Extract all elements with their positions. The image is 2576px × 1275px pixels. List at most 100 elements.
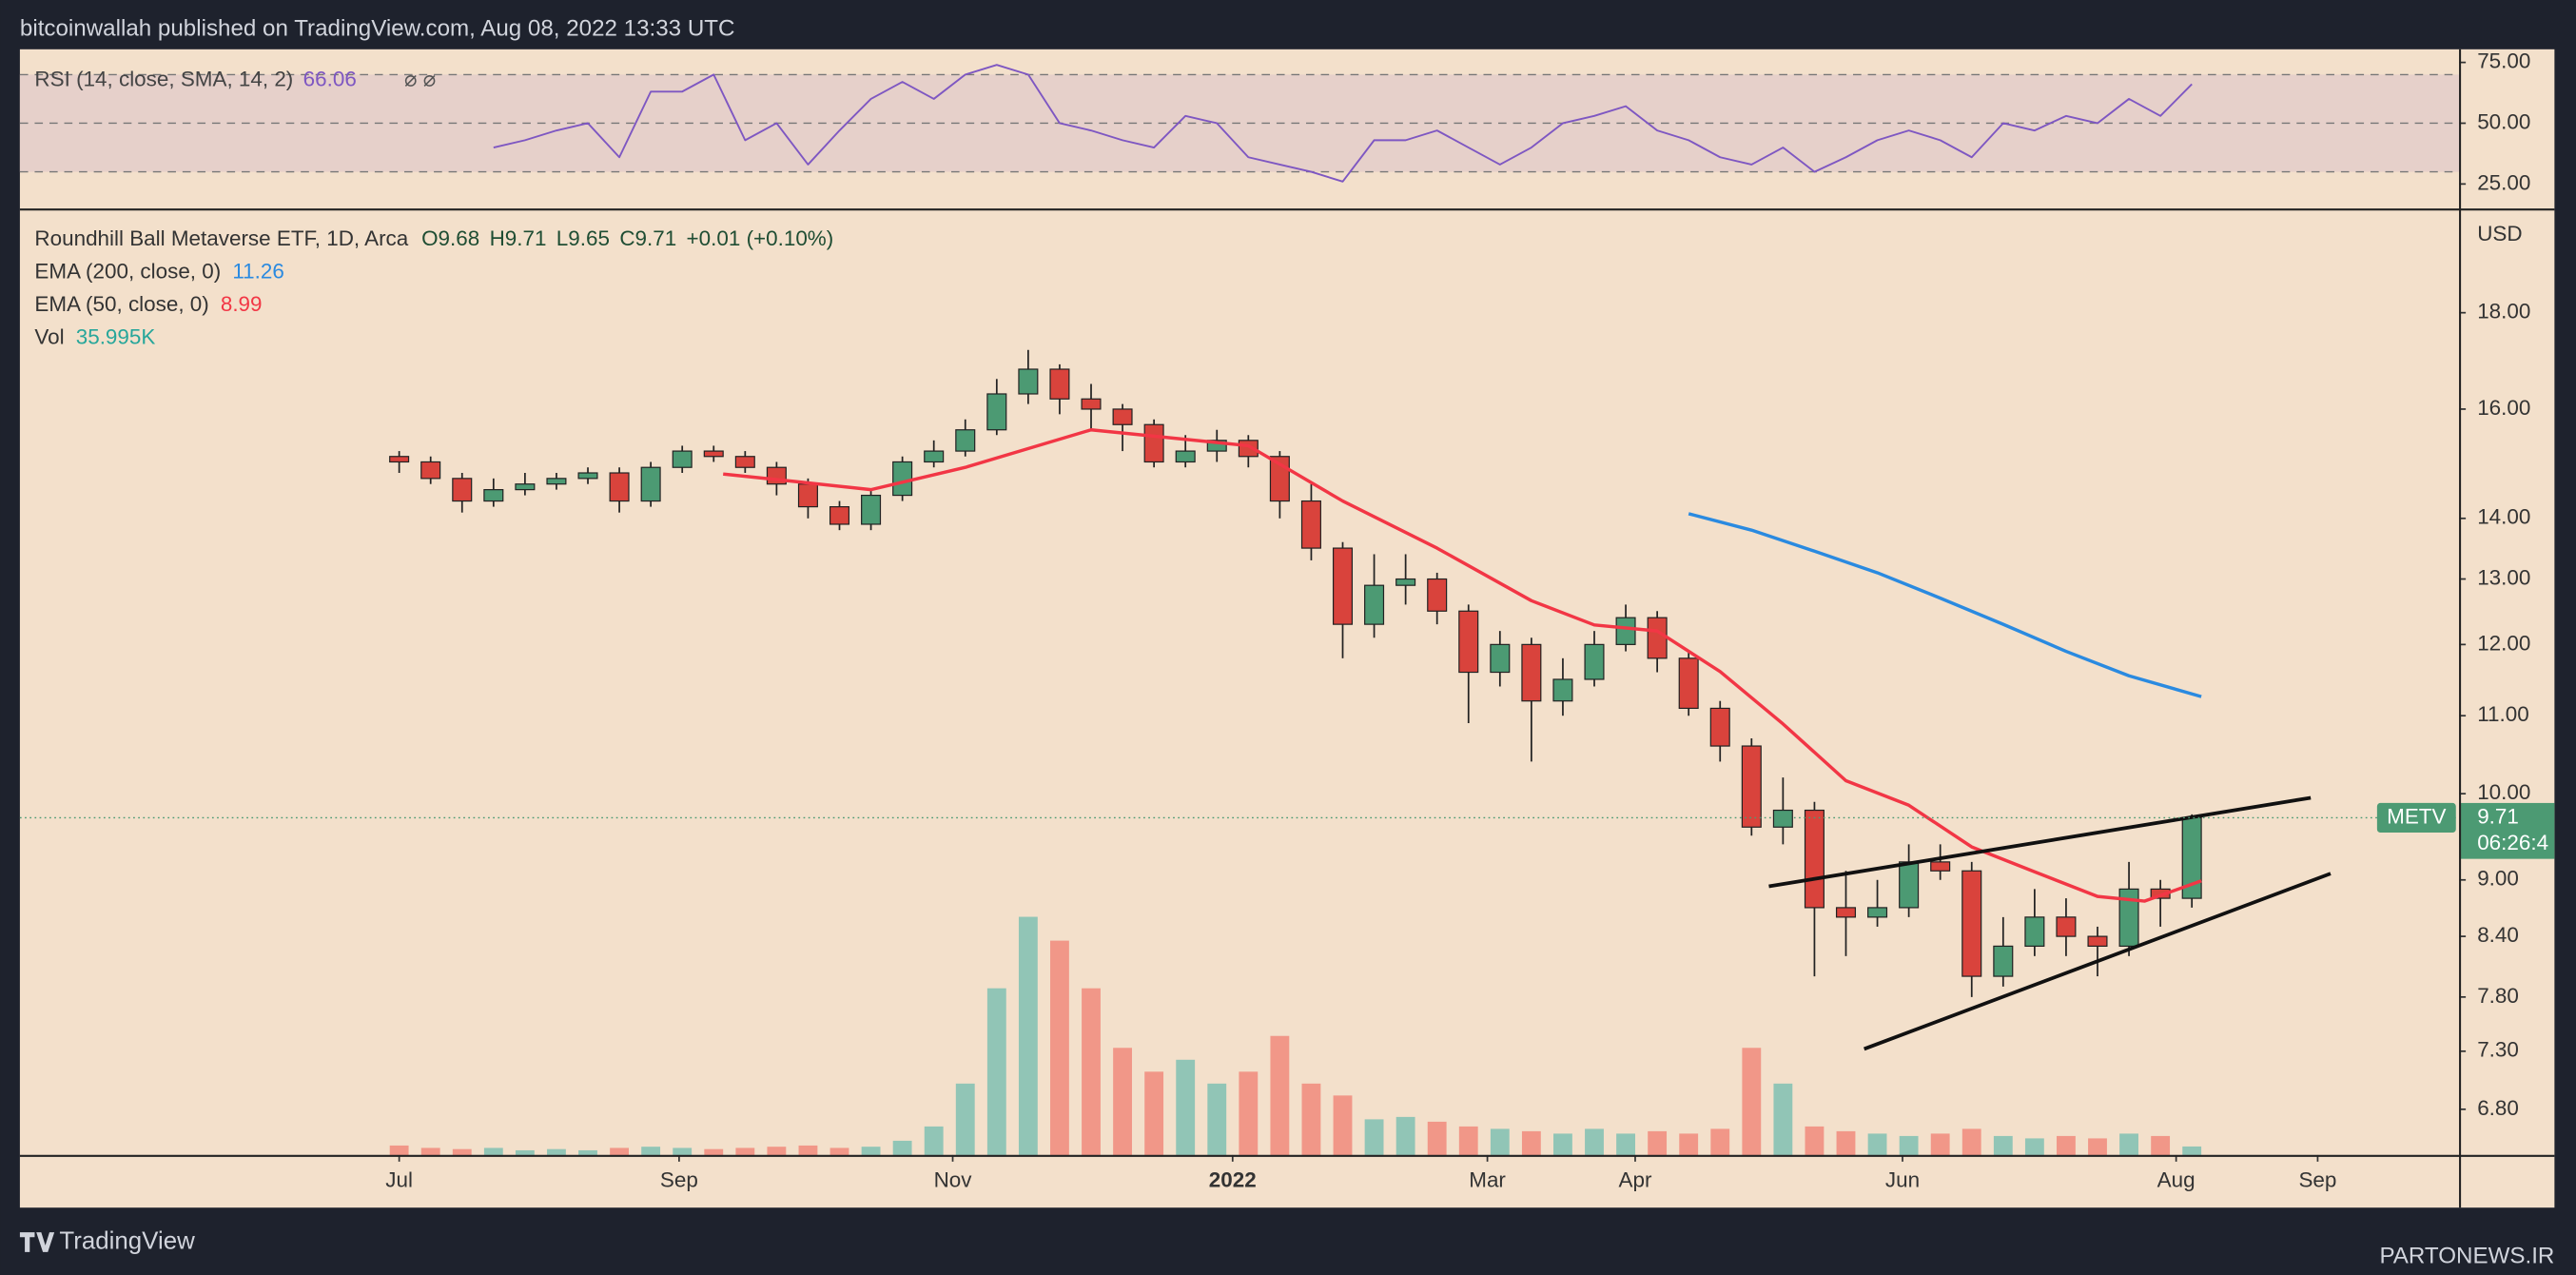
rsi-value: 66.06 bbox=[303, 68, 357, 91]
volume-bar bbox=[1239, 1071, 1259, 1155]
candle-body bbox=[1490, 643, 1511, 674]
candle-body bbox=[389, 456, 410, 463]
x-tick-label: Aug bbox=[2157, 1167, 2195, 1191]
volume-bar bbox=[641, 1147, 661, 1155]
volume-bar bbox=[1585, 1128, 1604, 1155]
volume-bar bbox=[1993, 1135, 2013, 1155]
volume-bar bbox=[1490, 1128, 1510, 1155]
y-tick-label: 7.30 bbox=[2477, 1038, 2519, 1062]
rsi-line bbox=[493, 64, 2193, 183]
legend-ema: EMA (50, close, 0) bbox=[34, 292, 208, 316]
candle-body bbox=[1175, 450, 1196, 463]
price-tag bbox=[2459, 802, 2555, 859]
volume-bar bbox=[1050, 940, 1069, 1155]
candle-body bbox=[1899, 861, 1920, 909]
candle-body bbox=[1427, 578, 1448, 612]
candle-body bbox=[1018, 368, 1039, 395]
legend-ema: EMA (200, close, 0) bbox=[34, 260, 221, 284]
volume-bar bbox=[2057, 1135, 2076, 1155]
y-tick-label: 25.00 bbox=[2477, 170, 2530, 194]
candle-body bbox=[1647, 617, 1668, 659]
candle-body bbox=[483, 489, 504, 502]
volume-bar bbox=[1899, 1135, 1919, 1155]
candle-body bbox=[1772, 809, 1793, 828]
y-tick-label: 6.80 bbox=[2477, 1096, 2519, 1120]
candle-body bbox=[1081, 398, 1102, 410]
volume-bar bbox=[1333, 1095, 1353, 1155]
x-tick-label: Sep bbox=[2298, 1167, 2336, 1191]
volume-bar bbox=[1301, 1083, 1321, 1155]
candle-body bbox=[1867, 907, 1888, 918]
legend-vol-value: 35.995K bbox=[76, 325, 156, 349]
candle-body bbox=[1835, 907, 1857, 918]
volume-bar bbox=[673, 1148, 693, 1155]
y-tick-label: 14.00 bbox=[2477, 505, 2530, 529]
candle-body bbox=[986, 393, 1007, 431]
volume-bar bbox=[1427, 1121, 1447, 1155]
candle-body bbox=[1615, 617, 1636, 645]
candle-body bbox=[1206, 440, 1227, 452]
trendline bbox=[1768, 795, 2312, 889]
x-tick-label: Nov bbox=[934, 1167, 973, 1191]
candle-body bbox=[672, 450, 693, 468]
y-tick-label: 10.00 bbox=[2477, 780, 2530, 804]
volume-bar bbox=[1018, 916, 1038, 1155]
candle-body bbox=[1552, 678, 1573, 702]
axis-unit: USD bbox=[2477, 222, 2522, 245]
volume-bar bbox=[704, 1148, 724, 1155]
volume-bar bbox=[2182, 1146, 2202, 1155]
x-tick-label: Apr bbox=[1619, 1167, 1652, 1191]
candle-body bbox=[2118, 888, 2139, 948]
rsi-title: RSI (14, close, SMA, 14, 2) bbox=[34, 68, 293, 91]
candle-body bbox=[546, 478, 567, 485]
candle-body bbox=[1049, 368, 1070, 400]
volume-bar bbox=[2088, 1138, 2107, 1155]
candle-body bbox=[703, 450, 724, 458]
candle-body bbox=[1709, 707, 1730, 747]
volume-bar bbox=[1521, 1130, 1541, 1155]
volume-bar bbox=[955, 1083, 975, 1155]
volume-bar bbox=[483, 1148, 503, 1155]
volume-bar bbox=[452, 1148, 472, 1155]
volume-bar bbox=[986, 988, 1006, 1155]
volume-bar bbox=[515, 1149, 535, 1155]
candle-body bbox=[2024, 916, 2045, 948]
y-tick-label: 75.00 bbox=[2477, 49, 2530, 73]
volume-bar bbox=[1207, 1083, 1227, 1155]
candle-body bbox=[924, 450, 945, 463]
ema-line bbox=[1688, 512, 2202, 698]
volume-bar bbox=[1553, 1133, 1572, 1155]
volume-bar bbox=[1773, 1083, 1793, 1155]
volume-bar bbox=[892, 1140, 912, 1155]
candle-body bbox=[515, 483, 536, 491]
candle-body bbox=[1961, 870, 1982, 977]
symbol-tag bbox=[2376, 802, 2456, 834]
volume-bar bbox=[547, 1148, 566, 1155]
volume-bar bbox=[767, 1147, 787, 1155]
volume-bar bbox=[2119, 1133, 2138, 1155]
volume-bar bbox=[1961, 1128, 1981, 1155]
volume-bar bbox=[798, 1145, 818, 1155]
y-tick-label: 8.40 bbox=[2477, 923, 2519, 947]
legend-ohlc: L9.65 bbox=[556, 226, 610, 250]
candle-body bbox=[1678, 657, 1699, 710]
candle-body bbox=[577, 472, 598, 480]
y-tick-label: 13.00 bbox=[2477, 565, 2530, 589]
y-tick-label: 16.00 bbox=[2477, 396, 2530, 420]
volume-bar bbox=[2151, 1135, 2171, 1155]
volume-bar bbox=[1930, 1133, 1950, 1155]
price-tag-value: 9.71 bbox=[2477, 804, 2519, 828]
volume-bar bbox=[578, 1149, 597, 1155]
legend-change: +0.01 (+0.10%) bbox=[687, 226, 834, 250]
volume-bar bbox=[1805, 1126, 1825, 1155]
volume-bar bbox=[1144, 1071, 1164, 1155]
volume-bar bbox=[1836, 1130, 1856, 1155]
y-tick-label: 18.00 bbox=[2477, 300, 2530, 324]
chart-area bbox=[19, 49, 2555, 1208]
volume-bar bbox=[389, 1145, 409, 1155]
candle-body bbox=[640, 466, 661, 502]
candle-body bbox=[1112, 408, 1133, 425]
legend-ohlc: C9.71 bbox=[619, 226, 676, 250]
legend-symbol: Roundhill Ball Metaverse ETF, 1D, Arca bbox=[34, 226, 408, 250]
